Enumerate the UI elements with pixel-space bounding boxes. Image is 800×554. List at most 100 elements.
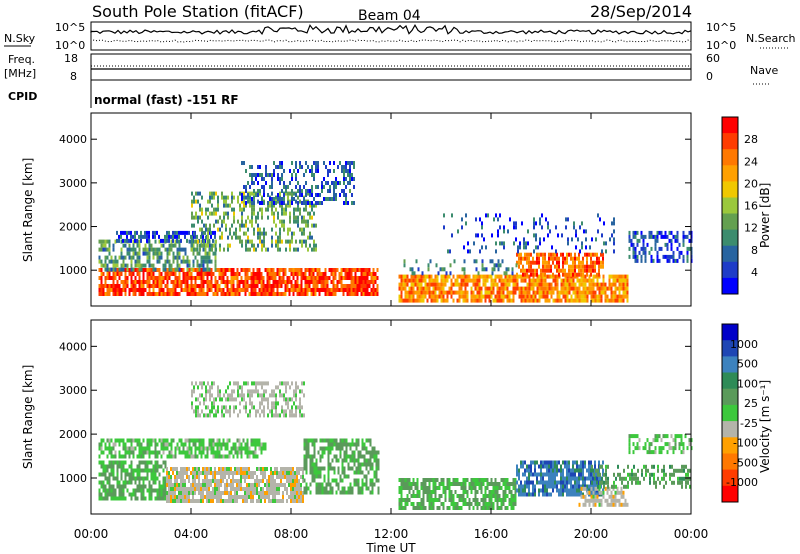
power-cell-9 [585, 229, 587, 234]
power-cell-0 [272, 288, 275, 292]
power-cell-8 [632, 250, 635, 255]
velocity-cell-1 [194, 475, 196, 479]
velocity-cell-3 [251, 401, 253, 406]
power-cell-0 [100, 272, 103, 276]
power-cell-0 [156, 268, 159, 272]
power-cell-1 [138, 251, 141, 256]
velocity-cell-3 [295, 397, 297, 402]
velocity-cell-2 [252, 442, 255, 447]
power-cell-3 [303, 231, 305, 236]
power-cell-5 [600, 290, 603, 295]
velocity-cell-4 [347, 454, 350, 459]
power-cell-0 [138, 284, 141, 288]
velocity-cell-4 [367, 462, 370, 467]
power-cell-1 [132, 267, 135, 272]
power-cell-6 [524, 268, 526, 273]
power-cell-3 [247, 199, 249, 204]
velocity-cell-2 [246, 438, 249, 443]
velocity-cell-6 [516, 464, 518, 469]
velocity-cell-4 [361, 478, 364, 483]
power-cell-3 [225, 227, 227, 232]
velocity-cell-1 [292, 475, 294, 479]
power-cell-3 [195, 239, 197, 244]
velocity-cell-3 [269, 393, 271, 398]
power-cell-6 [526, 260, 528, 265]
power-cell-1 [202, 263, 205, 268]
power-cell-6 [520, 252, 522, 257]
power-cell-0 [336, 268, 339, 272]
power-cell-5 [500, 274, 503, 279]
power-cell-0 [350, 268, 353, 272]
velocity-cell-5 [432, 506, 435, 510]
velocity-cell-3 [213, 405, 215, 410]
power-cell-5 [494, 298, 497, 303]
power-cell-1 [104, 247, 107, 252]
velocity-cell-0 [122, 480, 125, 485]
power-cell-1 [202, 243, 205, 248]
power-cell-3 [271, 239, 273, 244]
velocity-cell-4 [353, 442, 356, 447]
velocity-cell-2 [192, 454, 195, 459]
power-cell-5 [536, 278, 539, 283]
velocity-cell-0 [158, 472, 161, 477]
power-cell-3 [279, 235, 281, 240]
power-cell-6 [566, 260, 568, 265]
power-cell-3 [191, 243, 193, 248]
power-cell-0 [372, 272, 375, 276]
power-cell-0 [190, 272, 193, 276]
velocity-cell-3 [299, 401, 301, 406]
velocity-cell-5 [482, 478, 485, 482]
power-cell-1 [114, 259, 117, 264]
velocity-cell-1 [222, 499, 224, 503]
power-cell-6 [548, 264, 550, 269]
velocity-cell-3 [271, 405, 273, 410]
power-cell-1 [184, 259, 187, 264]
power-cell-1 [212, 251, 215, 256]
velocity-cell-4 [331, 490, 334, 495]
power-cell-0 [342, 276, 345, 280]
velocity-cell-2 [190, 454, 193, 459]
velocity-cell-1 [188, 479, 190, 483]
velocity-cell-4 [373, 470, 376, 475]
power-cell-0 [244, 288, 247, 292]
power-cell-1 [108, 259, 111, 264]
velocity-cell-5 [442, 490, 445, 494]
velocity-cell-3 [205, 393, 207, 398]
power-cell-0 [358, 276, 361, 280]
power-cell-0 [352, 284, 355, 288]
power-cell-0 [186, 288, 189, 292]
velocity-cell-5 [506, 494, 509, 498]
power-cell-3 [257, 215, 259, 220]
power-cell-4 [333, 161, 335, 165]
power-cell-1 [190, 267, 193, 272]
freq-top-tick: 18 [64, 52, 78, 65]
velocity-cell-3 [251, 405, 253, 410]
velocity-cell-3 [205, 397, 207, 402]
power-cell-4 [303, 197, 305, 201]
velocity-cell-5 [472, 482, 475, 486]
power-cell-5 [522, 298, 525, 303]
power-cell-5 [484, 294, 487, 299]
velocity-cell-4 [327, 454, 330, 459]
power-cell-1 [122, 255, 125, 260]
power-cell-0 [250, 288, 253, 292]
velocity-cell-1 [178, 495, 180, 499]
power-cell-0 [310, 268, 313, 272]
velocity-cell-3 [269, 409, 271, 414]
power-cell-0 [124, 284, 127, 288]
velocity-cell-3 [283, 413, 285, 418]
power-cell-5 [568, 298, 571, 303]
power-cell-9 [567, 237, 569, 242]
velocity-cell-1 [196, 499, 198, 503]
power-cell-2 [210, 230, 212, 235]
power-cell-0 [376, 288, 379, 292]
power-cell-5 [500, 278, 503, 283]
power-cell-0 [124, 268, 127, 272]
power-cell-0 [110, 276, 113, 280]
velocity-cell-2 [158, 438, 161, 443]
power-cell-9 [477, 233, 479, 238]
power-cell-2 [158, 234, 160, 239]
power-cell-5 [566, 286, 569, 291]
power-cell-4 [261, 201, 263, 205]
